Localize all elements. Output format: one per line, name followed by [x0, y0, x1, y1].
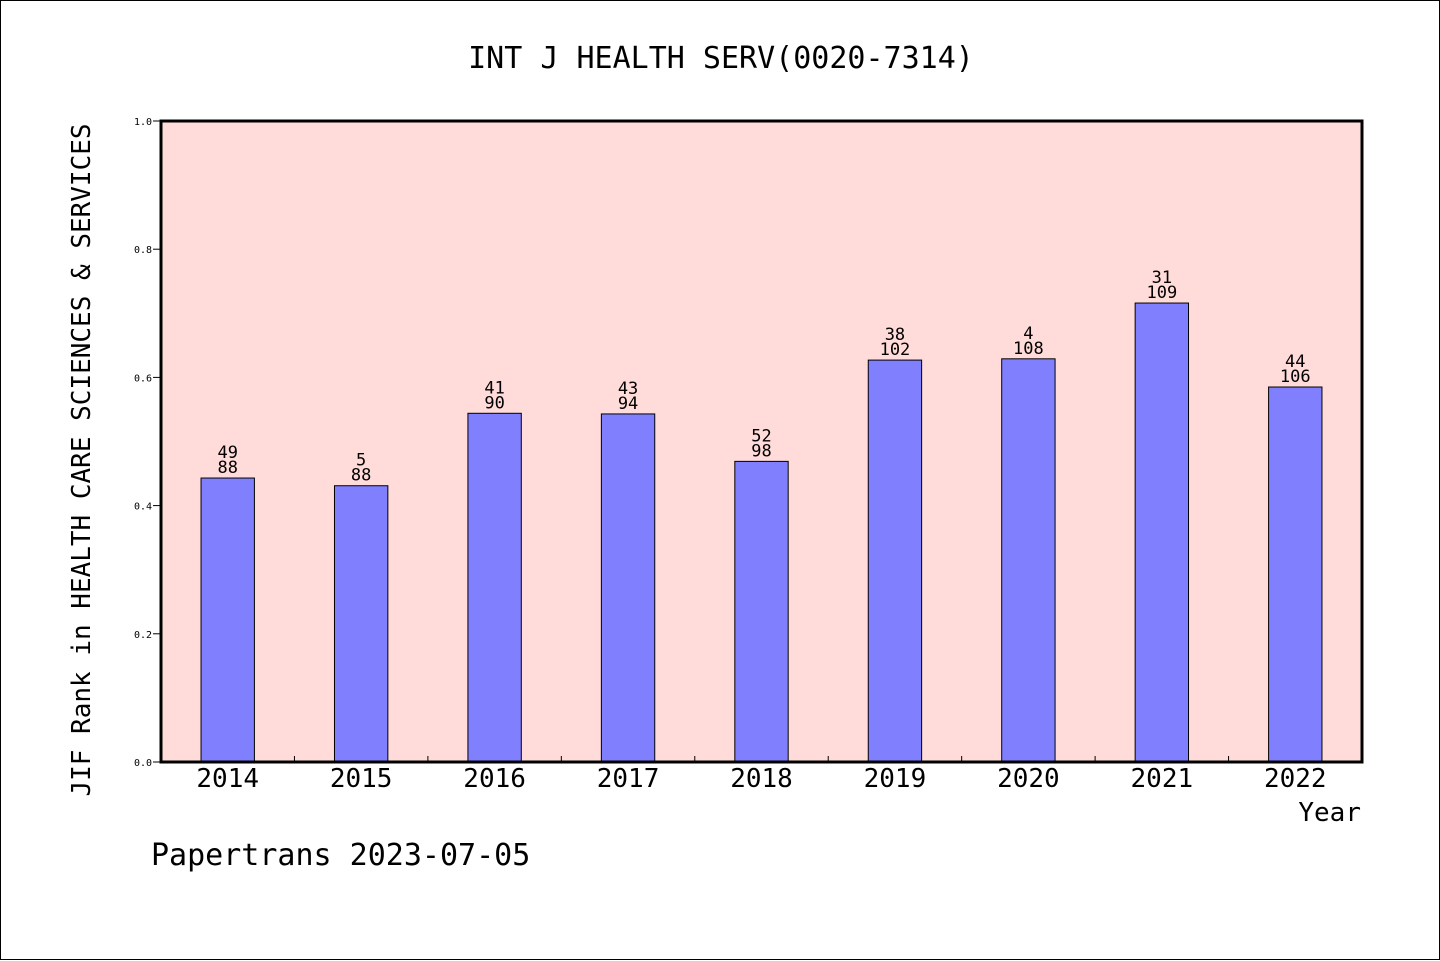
chart-title: INT J HEALTH SERV(0020-7314) [468, 41, 974, 76]
bar-2014 [200, 477, 255, 763]
x-tick-label-2022: 2022 [1264, 764, 1327, 794]
bar-label-total-2020: 108 [1013, 339, 1044, 359]
x-tick-label-2017: 2017 [597, 764, 660, 794]
bar-label-total-2019: 102 [880, 340, 911, 360]
y-tick-label: 0.8 [134, 245, 152, 256]
bar-label-total-2021: 109 [1146, 283, 1177, 303]
x-tick-label-2019: 2019 [864, 764, 927, 794]
x-tick-label-2020: 2020 [997, 764, 1060, 794]
bar-2018 [734, 460, 789, 763]
x-tick-label-2021: 2021 [1131, 764, 1194, 794]
y-tick-label: 0.2 [134, 630, 152, 641]
plot-border [159, 119, 1364, 764]
footer-credit: Papertrans 2023-07-05 [151, 838, 530, 873]
bar-2015 [333, 485, 389, 763]
bar-label-rank-2020: 4 [1023, 324, 1033, 344]
bar-label-total-2022: 106 [1280, 367, 1311, 387]
bar-label-total-2015: 88 [351, 466, 371, 486]
bar-2019 [867, 359, 923, 763]
bar-2021 [1134, 302, 1190, 763]
y-axis-ticks: 0.0 0.2 0.4 0.6 0.8 1.0 [134, 117, 161, 769]
x-tick-label-2018: 2018 [730, 764, 793, 794]
bar-2022 [1268, 386, 1323, 763]
bar-label-total-2014: 88 [217, 458, 237, 478]
x-tick-label-2014: 2014 [196, 764, 259, 794]
bar-label-rank-2015: 5 [356, 451, 366, 471]
bar-label-rank-2019: 38 [885, 325, 905, 345]
y-tick-label: 0.6 [134, 373, 152, 384]
bar-label-rank-2014: 49 [217, 443, 237, 463]
bar-label-total-2018: 98 [751, 441, 771, 461]
bar-2020 [1001, 358, 1056, 763]
bar-label-total-2017: 94 [618, 394, 638, 414]
bar-label-rank-2016: 41 [484, 378, 504, 398]
bar-label-rank-2022: 44 [1285, 352, 1305, 372]
bars-group [200, 302, 1323, 763]
bar-label-total-2016: 90 [484, 393, 504, 413]
bar-label-rank-2018: 52 [751, 426, 771, 446]
bar-2017 [600, 413, 656, 763]
bar-label-rank-2021: 31 [1152, 268, 1172, 288]
bar-2016 [467, 412, 522, 763]
x-tick-label-2016: 2016 [463, 764, 526, 794]
x-tick-label-2015: 2015 [330, 764, 393, 794]
bar-label-rank-2017: 43 [618, 379, 638, 399]
y-axis-label: JIF Rank in HEALTH CARE SCIENCES & SERVI… [67, 123, 97, 796]
x-axis-ticks: 2014 2015 2016 2017 2018 2019 2020 2021 2022 [196, 756, 1327, 794]
y-tick-label: 0.4 [134, 502, 152, 513]
y-tick-label: 1.0 [134, 117, 152, 128]
x-axis-label: Year [1298, 798, 1361, 828]
y-tick-label: 0.0 [134, 758, 152, 769]
